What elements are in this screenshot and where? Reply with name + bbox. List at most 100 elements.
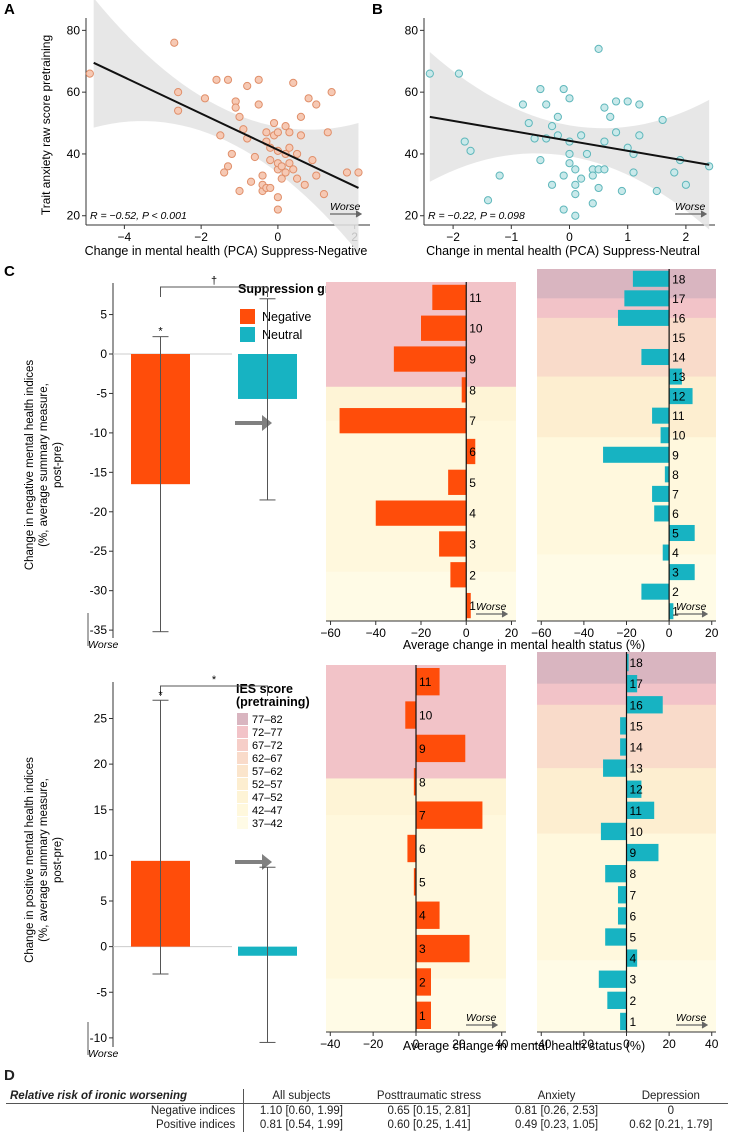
level-label: 11	[672, 409, 685, 423]
hbar-level-17	[624, 290, 670, 307]
data-point	[174, 88, 183, 97]
data-point	[277, 162, 286, 171]
y-tick-label: -25	[90, 544, 108, 558]
hbar-level-7	[617, 886, 627, 904]
level-label: 1	[672, 605, 679, 619]
y-tick-label: 60	[67, 85, 81, 99]
data-point	[582, 149, 592, 159]
x-tick-label: 0	[566, 230, 573, 244]
hbar-level-18	[632, 270, 670, 287]
worse-label: Worse	[676, 601, 706, 613]
hbar-level-10	[405, 701, 416, 729]
table-row: Negative indices 1.10 [0.60, 1.99] 0.65 …	[6, 1103, 728, 1118]
table-header-cell: Anxiety	[499, 1089, 614, 1104]
y-tick-label: 40	[67, 147, 81, 161]
level-label: 15	[630, 719, 644, 733]
level-label: 10	[419, 709, 433, 723]
y-tick-label: 20	[67, 209, 81, 223]
data-point	[483, 196, 493, 205]
y-tick-label: -20	[90, 505, 108, 519]
x-tick-label: 0	[666, 626, 673, 640]
legend-label-negative: Negative	[262, 310, 311, 324]
data-point	[170, 38, 179, 47]
level-label: 8	[672, 468, 679, 482]
level-label: 4	[630, 952, 637, 966]
hbar-level-4	[626, 949, 638, 967]
risk-table: D Relative risk of ironic worsening All …	[4, 1067, 728, 1132]
hbar-level-7	[416, 801, 483, 829]
ies-legend: IES score (pretraining) 77–8272–7767–726…	[236, 682, 310, 830]
x-tick-label: 0	[463, 626, 470, 640]
level-label: 4	[672, 546, 679, 560]
ies-legend-label: 72–77	[252, 727, 283, 739]
data-point	[285, 128, 294, 137]
x-tick-label: −20	[616, 626, 637, 640]
level-label: 9	[630, 846, 637, 860]
data-point	[273, 128, 282, 137]
data-point	[273, 205, 282, 214]
level-label: 10	[469, 322, 483, 336]
c1-common-x-label: Average change in mental health status (…	[403, 638, 645, 652]
data-point	[289, 78, 298, 87]
hbar-level-11	[652, 407, 670, 424]
data-point	[547, 180, 557, 189]
level-label: 1	[469, 599, 476, 613]
ies-legend-subtitle: (pretraining)	[236, 695, 310, 709]
scatter-a-x-label: Change in mental health (PCA) Suppress-N…	[85, 244, 368, 258]
level-label: 12	[672, 390, 686, 404]
y-tick-label: -5	[96, 985, 107, 999]
ies-legend-label: 42–47	[252, 805, 283, 817]
data-point	[223, 162, 233, 171]
data-point	[174, 106, 183, 115]
table-row-label: Negative indices	[6, 1103, 245, 1118]
hbar-level-3	[439, 531, 467, 557]
data-point	[425, 69, 434, 78]
ies-legend-swatch	[237, 739, 248, 751]
y-tick-label: 15	[94, 803, 108, 817]
level-label: 8	[419, 775, 426, 789]
worse-label: Worse	[675, 201, 705, 213]
table-header-cell: Posttraumatic stress	[358, 1089, 500, 1104]
hbar-level-1	[620, 1012, 627, 1031]
y-tick-label: 80	[67, 23, 81, 37]
hbar-level-1	[416, 1001, 431, 1029]
data-point	[524, 118, 533, 128]
x-tick-label: −1	[504, 230, 518, 244]
level-label: 14	[672, 351, 686, 365]
panel-label-d: D	[4, 1067, 15, 1084]
hbar-level-9	[626, 843, 659, 862]
data-point	[594, 183, 603, 193]
level-label: 3	[469, 537, 476, 551]
data-point	[231, 103, 240, 112]
hbar-level-6	[407, 834, 416, 863]
data-point	[670, 168, 679, 177]
y-tick-label: 5	[100, 308, 107, 322]
data-point	[312, 171, 321, 180]
data-point	[611, 97, 621, 106]
data-point	[571, 211, 580, 220]
worse-label: Worse	[88, 639, 118, 651]
data-point	[246, 177, 256, 186]
data-point	[250, 152, 259, 162]
x-tick-label: 0	[623, 1037, 630, 1051]
hbar-level-13	[603, 759, 627, 777]
significance-marker: *	[212, 674, 217, 686]
data-point	[623, 97, 632, 106]
bar-c2-y-label-line1: Change in positive mental health indices…	[24, 757, 64, 963]
bar-chart-c2: 25 20 15 10 5 0 -5 -10 * * Worse	[87, 674, 297, 1060]
hbar-level-2	[450, 562, 467, 588]
data-point	[258, 171, 267, 180]
level-label: 2	[469, 568, 476, 582]
x-tick-label: −40	[366, 626, 387, 640]
level-label: 10	[672, 429, 686, 443]
level-label: 14	[630, 741, 644, 755]
data-point	[254, 100, 263, 109]
data-point	[289, 165, 298, 174]
x-tick-label: −20	[363, 1037, 384, 1051]
x-tick-label: −40	[531, 1037, 552, 1051]
data-point	[312, 100, 321, 109]
level-label: 4	[419, 909, 426, 923]
worse-label: Worse	[476, 601, 506, 613]
hbar-level-3	[416, 934, 470, 963]
data-point	[285, 143, 294, 152]
